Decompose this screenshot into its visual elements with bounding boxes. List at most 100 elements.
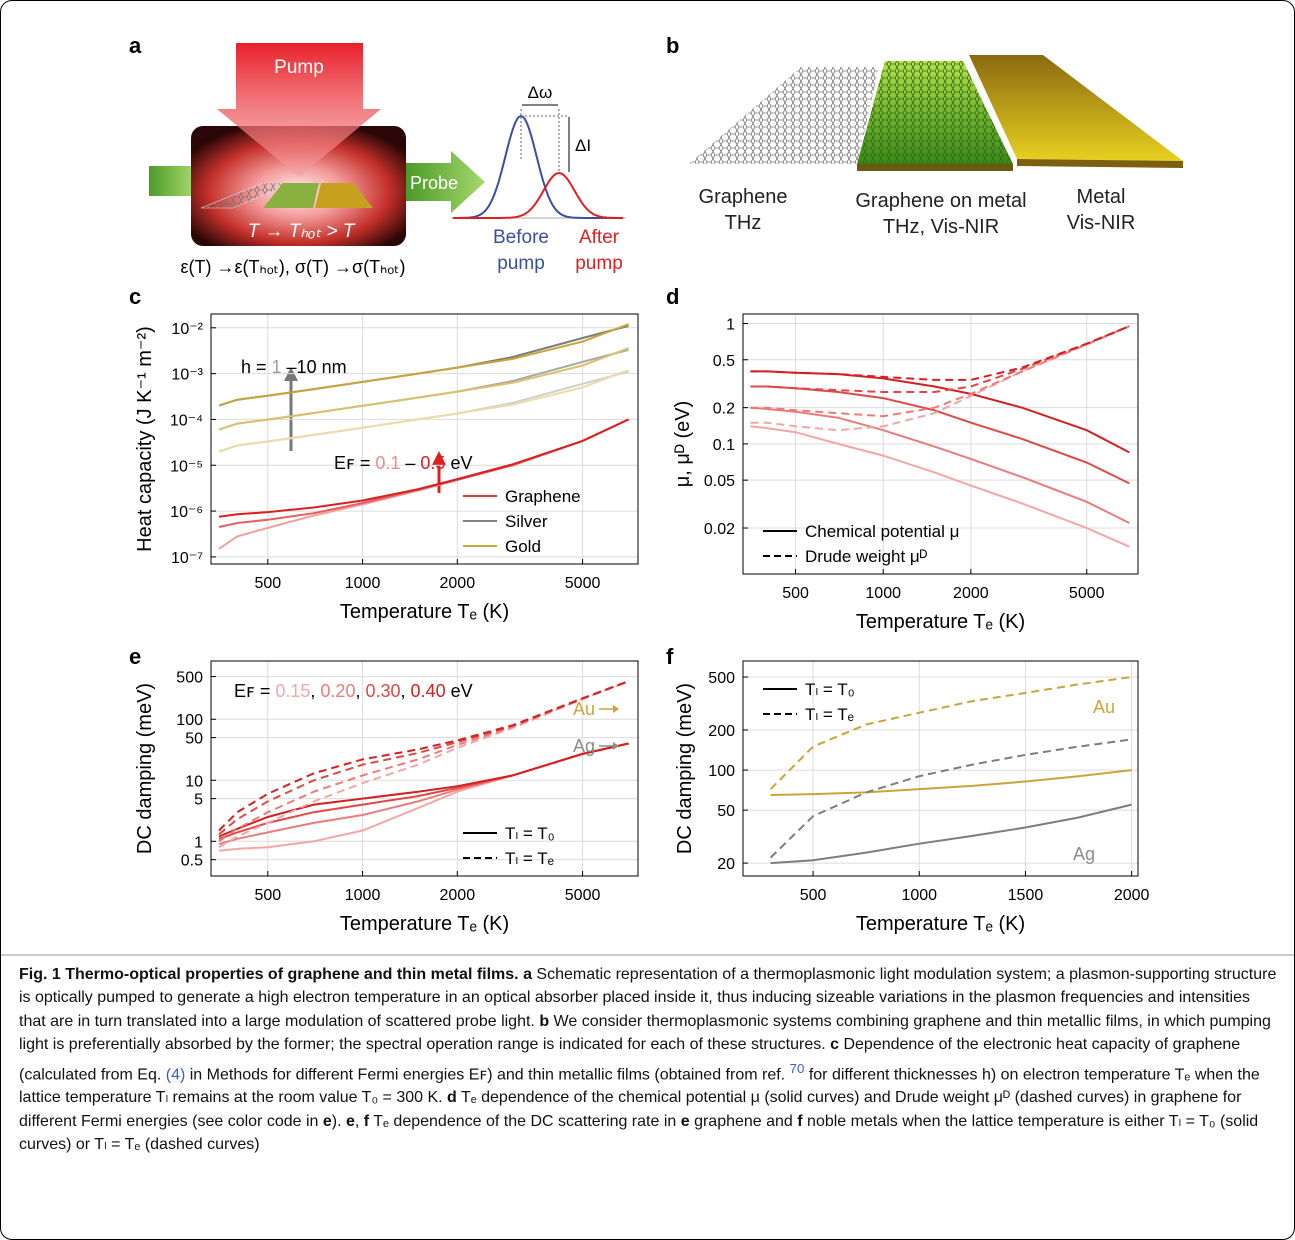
after-label: After bbox=[579, 227, 620, 248]
x-tick-label: 500 bbox=[800, 887, 827, 904]
spectrum-before bbox=[453, 114, 623, 219]
panel-label: f bbox=[666, 644, 674, 669]
y-tick-label: 100 bbox=[708, 763, 735, 780]
strip-edge bbox=[1017, 159, 1183, 168]
delta-omega-label: Δω bbox=[528, 83, 553, 102]
y-tick-label: 10⁻⁶ bbox=[170, 504, 203, 521]
y-tick-label: 100 bbox=[176, 712, 203, 729]
data-line bbox=[769, 738, 1132, 859]
annotation-part: 0.40 bbox=[411, 681, 446, 701]
y-tick-label: 20 bbox=[717, 856, 735, 873]
panel-label: e bbox=[129, 644, 141, 669]
y-axis-label: DC damping (meV) bbox=[674, 683, 696, 854]
annotation-part: Ag bbox=[1073, 844, 1095, 864]
strip-label: Metal bbox=[1077, 186, 1126, 208]
metal-strip bbox=[969, 55, 1183, 161]
caption-segment: in Methods for different Fermi energies … bbox=[185, 1065, 790, 1083]
annotation-part: Eꜰ = bbox=[234, 681, 275, 701]
panel-label: c bbox=[129, 284, 141, 309]
data-line bbox=[218, 347, 629, 431]
annotation-arrow-head bbox=[613, 742, 619, 750]
graphene-on-metal-lattice bbox=[857, 61, 1013, 164]
temperature-label: T → Tₕₒₜ > T bbox=[248, 221, 356, 242]
annotation: Eꜰ = 0.15, 0.20, 0.30, 0.40 eV bbox=[234, 681, 473, 701]
strip-label: Graphene bbox=[699, 186, 788, 208]
annotation-part: Ag bbox=[573, 736, 595, 756]
y-tick-label: 10⁻⁴ bbox=[170, 412, 203, 429]
plot-frame bbox=[742, 313, 1139, 575]
data-line bbox=[218, 742, 629, 838]
annotation-part: –10 nm bbox=[282, 357, 347, 377]
caption-segment: e bbox=[322, 1112, 332, 1130]
data-line bbox=[770, 769, 1132, 796]
y-tick-label: 1 bbox=[726, 317, 735, 334]
caption-segment: Fig. 1 Thermo-optical properties of grap… bbox=[19, 966, 519, 983]
annotation-part: Au bbox=[573, 699, 595, 719]
before-label: pump bbox=[497, 253, 545, 274]
x-tick-label: 500 bbox=[254, 887, 281, 904]
caption-segment: e bbox=[680, 1112, 690, 1130]
annotation-part: Au bbox=[1093, 697, 1115, 717]
strip-edge bbox=[857, 164, 1013, 171]
annotation-part: – bbox=[400, 453, 420, 473]
y-tick-label: 1 bbox=[194, 834, 203, 851]
data-line bbox=[750, 325, 1130, 393]
caption-segment: d bbox=[447, 1089, 457, 1107]
after-label: pump bbox=[575, 253, 623, 274]
data-line bbox=[770, 803, 1132, 865]
legend-label: Drude weight μᴰ bbox=[805, 547, 928, 566]
y-axis-label: μ, μᴰ (eV) bbox=[672, 401, 694, 487]
annotation: Au bbox=[573, 699, 595, 719]
caption-segment: for different thicknesses h) on electron… bbox=[19, 1065, 1260, 1107]
annotation-part: , bbox=[401, 681, 411, 701]
data-line bbox=[218, 418, 630, 518]
graphene-metal-sheet bbox=[263, 183, 319, 208]
plot-frame bbox=[742, 660, 1139, 877]
data-line bbox=[750, 325, 1130, 418]
plot-frame bbox=[210, 313, 639, 565]
y-tick-label: 5 bbox=[194, 792, 203, 809]
x-tick-label: 2000 bbox=[440, 887, 476, 904]
caption-segment: Schematic representation of a thermoplas… bbox=[19, 966, 1277, 1030]
strip-label: THz bbox=[725, 212, 762, 234]
data-line bbox=[218, 323, 629, 407]
annotation-part: 0.20 bbox=[320, 681, 355, 701]
x-tick-label: 2000 bbox=[1114, 887, 1150, 904]
caption-segment: noble metals when the lattice temperatur… bbox=[19, 1112, 1259, 1154]
y-tick-label: 10 bbox=[185, 773, 203, 790]
x-tick-label: 1000 bbox=[345, 575, 381, 592]
data-line bbox=[750, 425, 1130, 548]
y-axis-label: Heat capacity (J K⁻¹ m⁻²) bbox=[134, 326, 156, 552]
caption-segment: c bbox=[830, 1036, 840, 1054]
probe-label: Probe bbox=[410, 173, 458, 193]
y-tick-label: 50 bbox=[185, 731, 203, 748]
caption-segment: 70 bbox=[789, 1060, 805, 1076]
y-tick-label: 500 bbox=[176, 670, 203, 687]
caption-segment: e bbox=[345, 1112, 355, 1130]
annotation-part: Eꜰ = bbox=[334, 453, 375, 473]
x-tick-label: 2000 bbox=[953, 585, 989, 602]
x-axis-label: Temperature Tₑ (K) bbox=[340, 913, 509, 935]
y-tick-label: 0.02 bbox=[704, 521, 735, 538]
y-axis-label: DC damping (meV) bbox=[134, 683, 156, 854]
caption-segment: Tₑ dependence of the DC scattering rate … bbox=[369, 1112, 681, 1130]
fermi-arrow-head bbox=[432, 451, 446, 465]
panel-label: d bbox=[666, 284, 679, 309]
response-label: ε(T) →ε(Tₕₒₜ), σ(T) →σ(Tₕₒₜ) bbox=[181, 257, 406, 277]
data-line bbox=[218, 680, 629, 832]
x-tick-label: 2000 bbox=[440, 575, 476, 592]
x-axis-label: Temperature Tₑ (K) bbox=[856, 913, 1025, 935]
annotation-part: , bbox=[355, 681, 365, 701]
y-tick-label: 10⁻⁷ bbox=[171, 550, 203, 567]
y-tick-label: 0.5 bbox=[181, 853, 203, 870]
plot-frame bbox=[210, 660, 639, 877]
x-axis-label: Temperature Tₑ (K) bbox=[856, 611, 1025, 633]
y-tick-label: 50 bbox=[717, 803, 735, 820]
strip-label: Graphene on metal bbox=[855, 190, 1026, 212]
annotation-part: , bbox=[310, 681, 320, 701]
y-tick-label: 0.5 bbox=[713, 353, 735, 370]
delta-i-label: ΔI bbox=[575, 136, 591, 155]
annotation-part: 0.30 bbox=[365, 681, 400, 701]
caption-segment: f bbox=[797, 1112, 803, 1130]
